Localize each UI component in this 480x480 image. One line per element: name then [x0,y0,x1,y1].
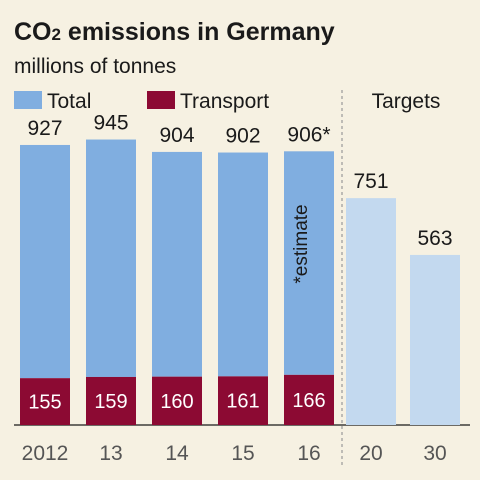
x-tick-label: 2012 [22,442,69,465]
bars-group [20,139,460,425]
targets-heading: Targets [372,90,441,113]
legend-swatch-total [14,91,42,109]
value-label-transport: 161 [226,391,259,413]
bar-transport [86,376,136,425]
bar-transport [218,376,268,425]
legend-label-total: Total [47,90,91,113]
bar-transport [20,378,70,425]
bar-total [20,144,70,379]
value-label-total: 927 [27,117,62,140]
bar-total [284,151,334,375]
bar-target [346,198,396,425]
legend-label-transport: Transport [180,90,269,113]
chart-title-rest: emissions in Germany [61,18,335,46]
bar-total [152,151,202,377]
bar-target [410,254,460,425]
bar-total [86,139,136,377]
value-label-transport: 166 [292,390,325,412]
value-label-target: 563 [417,227,452,250]
value-label-total: 906* [287,123,330,146]
x-tick-label-target: 20 [359,442,382,465]
value-label-transport: 160 [160,391,193,413]
value-label-total: 945 [93,112,128,135]
chart-title-co: CO [14,18,52,46]
value-label-target: 751 [353,170,388,193]
legend-swatch-transport [147,91,175,109]
bar-transport [152,376,202,425]
value-label-total: 904 [159,124,194,147]
chart-subtitle: millions of tonnes [14,55,176,78]
chart-title-subscript: 2 [52,25,61,44]
x-tick-label-target: 30 [423,442,446,465]
x-tick-label: 16 [297,442,320,465]
value-label-total: 902 [225,125,260,148]
bar-transport [284,374,334,425]
x-tick-label: 13 [99,442,122,465]
bar-total [218,152,268,377]
labels-group: 927 155 2012 945 159 13 904 160 14 902 161 15 906* 16… [22,112,453,465]
chart-title: CO2 emissions in Germany [14,18,335,46]
value-label-transport: 159 [94,391,127,413]
estimate-annotation: *estimate [291,204,312,283]
x-tick-label: 14 [165,442,189,465]
x-tick-label: 15 [231,442,254,465]
value-label-transport: 155 [28,392,61,414]
